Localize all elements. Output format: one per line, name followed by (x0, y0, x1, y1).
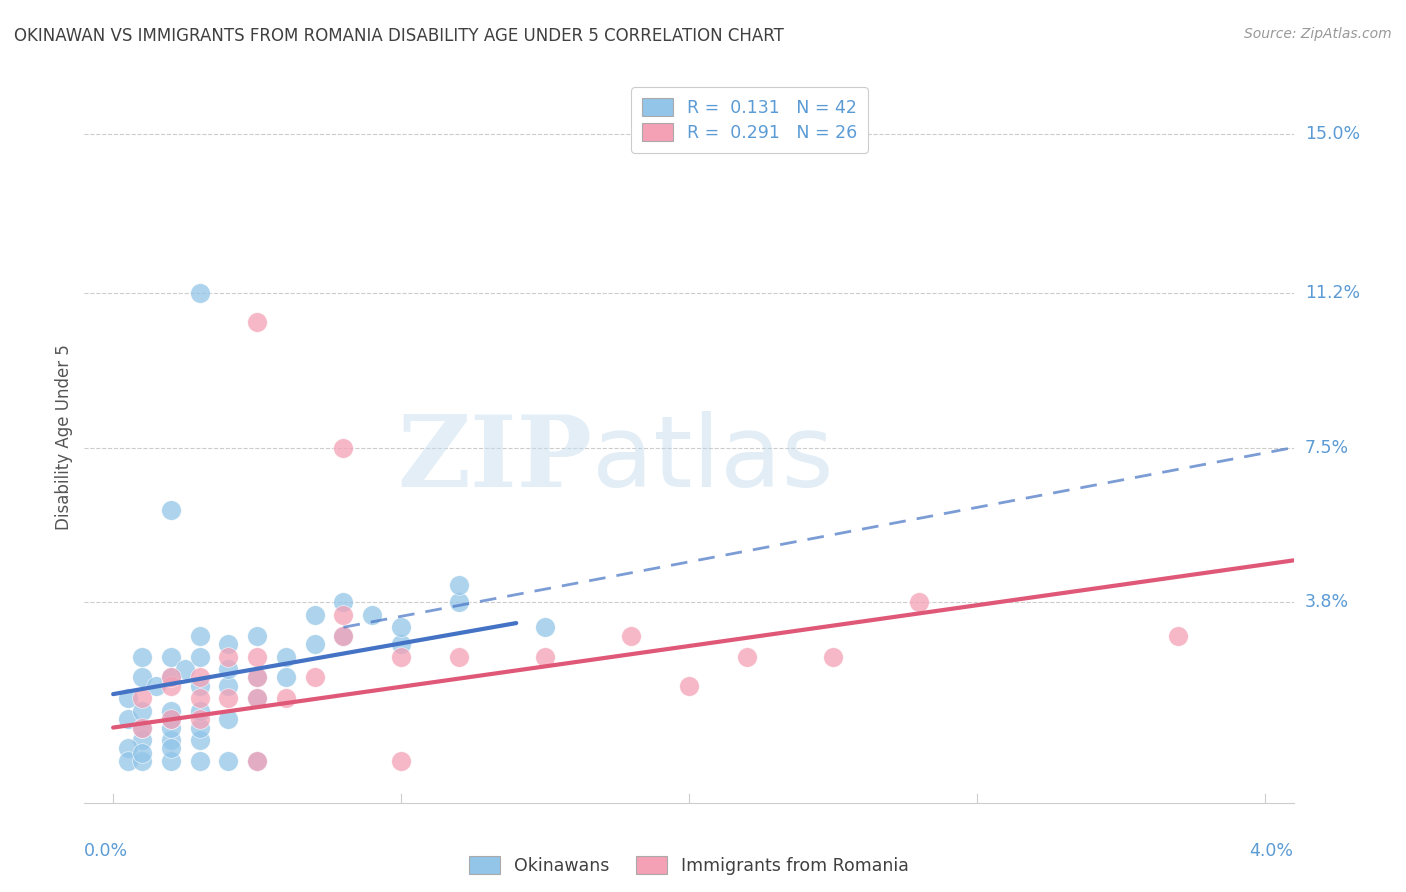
Point (620, 629, 643, 643)
Point (188, 670, 211, 684)
Point (332, 607, 354, 622)
Point (447, 578, 470, 592)
Point (131, 733, 153, 747)
Point (908, 595, 931, 609)
Point (246, 754, 269, 768)
Point (332, 595, 354, 609)
Point (821, 649, 844, 664)
Point (361, 607, 384, 622)
Text: 4.0%: 4.0% (1250, 842, 1294, 860)
Point (131, 721, 153, 735)
Point (159, 670, 181, 684)
Point (246, 691, 269, 706)
Point (131, 670, 153, 684)
Point (447, 649, 470, 664)
Point (188, 285, 211, 300)
Y-axis label: Disability Age Under 5: Disability Age Under 5 (55, 344, 73, 530)
Point (188, 679, 211, 693)
Point (188, 629, 211, 643)
Text: Source: ZipAtlas.com: Source: ZipAtlas.com (1244, 27, 1392, 41)
Point (274, 670, 297, 684)
Text: 7.5%: 7.5% (1305, 439, 1348, 457)
Point (217, 679, 239, 693)
Point (117, 754, 139, 768)
Point (117, 712, 139, 726)
Point (389, 754, 412, 768)
Point (117, 741, 139, 756)
Point (217, 662, 239, 676)
Point (188, 754, 211, 768)
Point (145, 679, 167, 693)
Point (304, 670, 326, 684)
Point (131, 754, 153, 768)
Legend: Okinawans, Immigrants from Romania: Okinawans, Immigrants from Romania (463, 849, 915, 882)
Point (246, 629, 269, 643)
Point (159, 741, 181, 756)
Point (217, 754, 239, 768)
Point (246, 315, 269, 329)
Point (131, 704, 153, 718)
Point (131, 691, 153, 706)
Point (188, 704, 211, 718)
Point (217, 712, 239, 726)
Point (117, 691, 139, 706)
Point (389, 637, 412, 651)
Point (678, 679, 700, 693)
Point (188, 649, 211, 664)
Point (332, 629, 354, 643)
Text: atlas: atlas (592, 410, 834, 508)
Text: 11.2%: 11.2% (1305, 284, 1360, 301)
Point (159, 712, 181, 726)
Point (389, 620, 412, 634)
Point (159, 670, 181, 684)
Point (159, 503, 181, 517)
Point (188, 712, 211, 726)
Point (447, 595, 470, 609)
Point (274, 691, 297, 706)
Point (246, 670, 269, 684)
Point (332, 629, 354, 643)
Point (246, 691, 269, 706)
Point (735, 649, 758, 664)
Point (332, 441, 354, 455)
Point (246, 649, 269, 664)
Point (174, 662, 197, 676)
Text: 3.8%: 3.8% (1305, 593, 1348, 611)
Point (159, 733, 181, 747)
Point (389, 649, 412, 664)
Point (217, 649, 239, 664)
Point (1167, 629, 1189, 643)
Point (304, 637, 326, 651)
Text: OKINAWAN VS IMMIGRANTS FROM ROMANIA DISABILITY AGE UNDER 5 CORRELATION CHART: OKINAWAN VS IMMIGRANTS FROM ROMANIA DISA… (14, 27, 785, 45)
Text: ZIP: ZIP (398, 410, 592, 508)
Point (131, 721, 153, 735)
Point (159, 679, 181, 693)
Point (131, 649, 153, 664)
Point (159, 704, 181, 718)
Point (188, 733, 211, 747)
Point (246, 754, 269, 768)
Point (159, 712, 181, 726)
Point (159, 754, 181, 768)
Point (131, 746, 153, 760)
Text: 15.0%: 15.0% (1305, 125, 1360, 143)
Point (159, 649, 181, 664)
Point (304, 607, 326, 622)
Point (188, 691, 211, 706)
Point (274, 649, 297, 664)
Text: 0.0%: 0.0% (84, 842, 128, 860)
Point (534, 649, 557, 664)
Point (534, 620, 557, 634)
Point (159, 721, 181, 735)
Point (217, 691, 239, 706)
Point (188, 721, 211, 735)
Point (246, 670, 269, 684)
Point (217, 637, 239, 651)
